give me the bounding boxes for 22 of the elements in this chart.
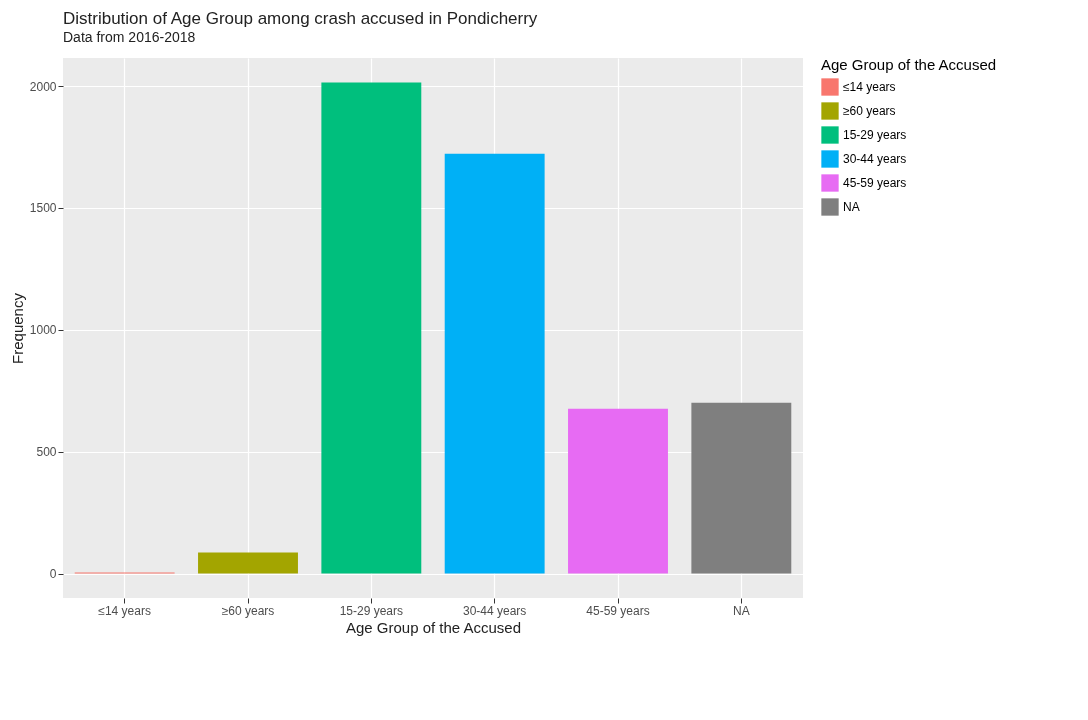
- x-tick-label: 45-59 years: [586, 603, 650, 618]
- x-tick-label: 15-29 years: [339, 603, 404, 618]
- x-tick-label: 30-44 years: [462, 603, 527, 618]
- chart-subtitle: Data from 2016-2018: [63, 29, 196, 45]
- legend-label: ≥60 years: [843, 104, 896, 118]
- legend-title: Age Group of the Accused: [821, 56, 997, 73]
- x-axis-title: Age Group of the Accused: [345, 618, 522, 636]
- y-tick-label: 2000: [29, 79, 57, 94]
- y-tick-label: 1000: [29, 323, 57, 338]
- legend-label: 15-29 years: [843, 128, 907, 142]
- y-axis-title: Frequency: [8, 292, 26, 364]
- y-tick-label: 500: [36, 445, 57, 460]
- x-tick-label: ≥60 years: [221, 603, 275, 618]
- y-tick-label: 0: [49, 567, 57, 582]
- chart-title: Distribution of Age Group among crash accused in Pondicherry: [63, 9, 538, 28]
- x-tick-label: ≤14 years: [98, 603, 151, 618]
- legend-label: 45-59 years: [843, 176, 907, 190]
- legend-label: ≤14 years: [843, 80, 896, 94]
- x-tick-label: NA: [733, 603, 750, 618]
- legend-label: 30-44 years: [843, 152, 907, 166]
- y-tick-label: 1500: [29, 201, 57, 216]
- legend-label: NA: [843, 200, 860, 214]
